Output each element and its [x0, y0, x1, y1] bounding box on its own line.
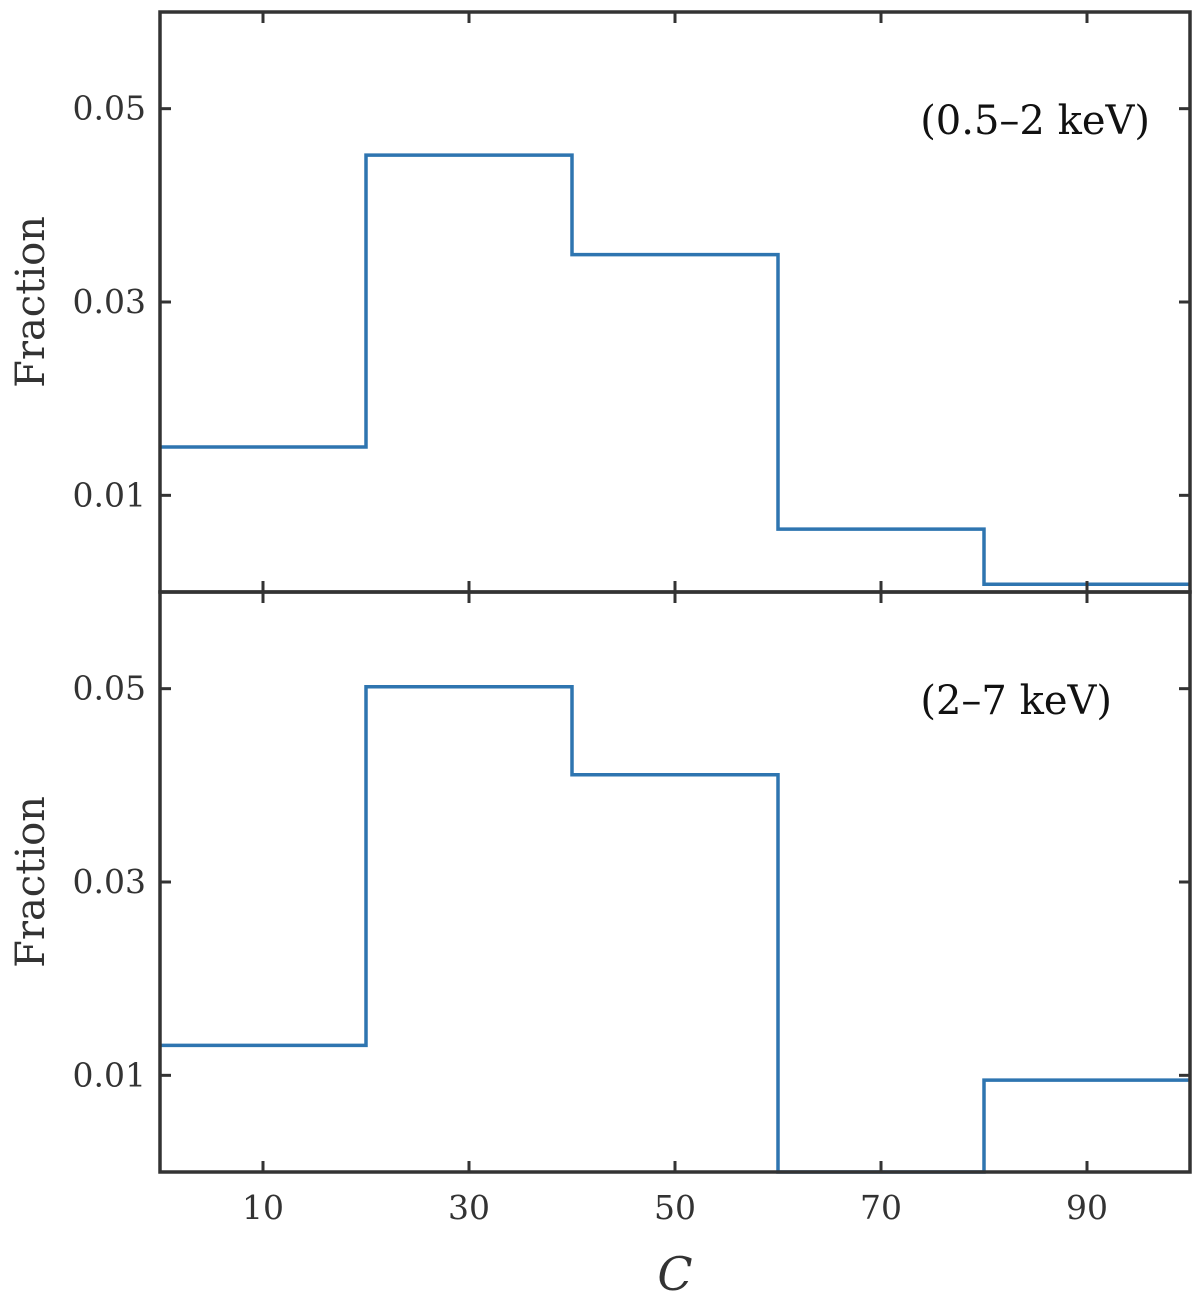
- y-tick-label: 0.01: [73, 475, 146, 514]
- x-tick-label: 30: [448, 1188, 490, 1227]
- energy-band-annotation: (2–7 keV): [920, 678, 1112, 724]
- histogram-bin: [572, 775, 778, 1172]
- histogram-step-line: [160, 684, 1190, 1174]
- y-tick-label: 0.01: [73, 1055, 146, 1094]
- x-tick-label: 50: [654, 1188, 696, 1227]
- y-tick-label: 0.05: [73, 669, 146, 708]
- x-axis-title: C: [657, 1247, 692, 1301]
- panel-bottom: 0.01 0.03 0.05 10 30 50 70 90 Fraction C (2–7 keV): [8, 590, 1192, 1301]
- panel-top: 0.01 0.03 0.05 Fraction (0.5–2 keV): [8, 10, 1192, 594]
- y-tick-label: 0.03: [73, 282, 146, 321]
- energy-band-annotation: (0.5–2 keV): [920, 98, 1150, 144]
- histogram-bin: [572, 255, 778, 592]
- y-axis-title: Fraction: [8, 796, 54, 968]
- histogram-bin: [366, 687, 572, 1172]
- y-tick-label: 0.05: [73, 89, 146, 128]
- histogram-bin: [160, 447, 366, 592]
- histogram-bin: [984, 1080, 1190, 1172]
- y-tick-label: 0.03: [73, 862, 146, 901]
- histogram-step-line: [160, 153, 1190, 587]
- histogram-bin: [160, 1045, 366, 1172]
- x-tick-label: 70: [860, 1188, 902, 1227]
- histogram-bin: [366, 155, 572, 592]
- x-tick-label: 90: [1066, 1188, 1108, 1227]
- y-axis-title: Fraction: [8, 216, 54, 388]
- x-tick-label: 10: [242, 1188, 284, 1227]
